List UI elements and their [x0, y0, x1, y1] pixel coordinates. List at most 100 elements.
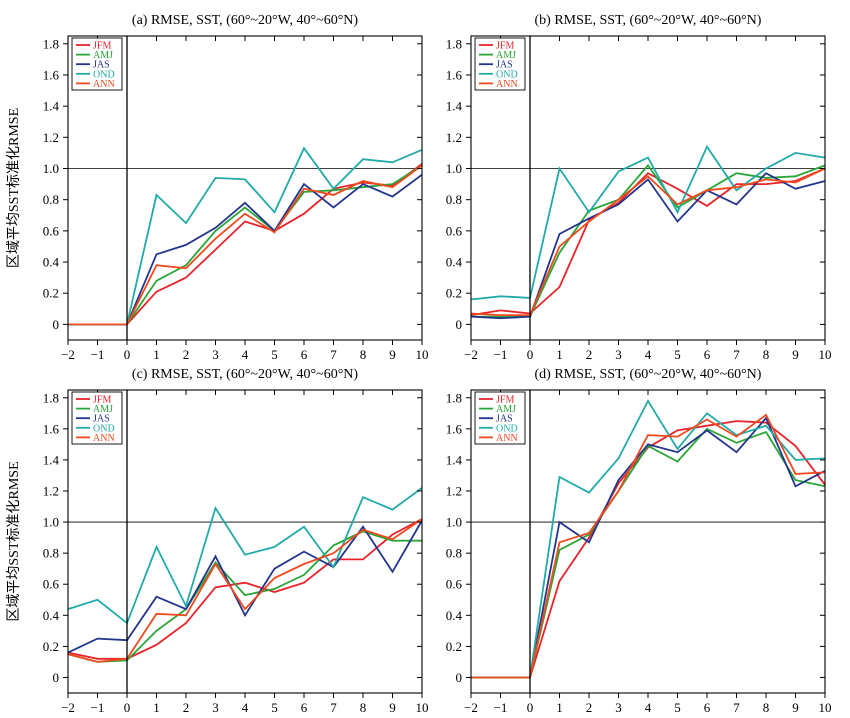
- x-tick-label: 2: [183, 347, 190, 362]
- x-tick-label: 0: [527, 700, 534, 715]
- chart-title: (c) RMSE, SST, (60°~20°W, 40°~60°N): [132, 367, 358, 382]
- y-tick-label: 0: [53, 317, 60, 332]
- y-tick-label: 1.2: [43, 484, 59, 499]
- x-tick-label: 3: [212, 347, 219, 362]
- series-line-AMJ: [67, 530, 422, 663]
- legend-label-ANN: ANN: [496, 433, 518, 444]
- x-tick-label: 0: [124, 347, 131, 362]
- legend-label-JAS: JAS: [496, 414, 513, 425]
- series-line-ANN: [68, 164, 423, 326]
- y-tick-label: 0.8: [43, 546, 59, 561]
- y-tick-label: 0.2: [446, 286, 462, 301]
- series-line-JFM: [67, 518, 423, 660]
- y-tick-label: 0: [53, 670, 60, 685]
- x-tick-label: 6: [301, 700, 308, 715]
- y-tick-label: 0.6: [446, 577, 463, 592]
- legend-label-JFM: JFM: [496, 395, 514, 406]
- legend-label-JFM: JFM: [93, 395, 111, 406]
- y-tick-label: 1.6: [446, 421, 463, 436]
- y-axis-label: 区域平均SST标准化RMSE: [6, 461, 22, 621]
- x-tick-label: 9: [389, 347, 396, 362]
- y-tick-label: 0: [456, 670, 463, 685]
- legend-label-AMJ: AMJ: [496, 50, 516, 61]
- y-tick-label: 0.2: [43, 639, 59, 654]
- y-tick-label: 1.6: [446, 67, 463, 82]
- legend-label-JAS: JAS: [496, 60, 513, 71]
- series-line-AMJ: [68, 164, 423, 326]
- x-tick-label: 5: [271, 700, 278, 715]
- x-tick-label: 5: [271, 347, 278, 362]
- y-tick-label: 1.4: [43, 99, 60, 114]
- series-line-JFM: [470, 167, 826, 316]
- chart-title: (d) RMSE, SST, (60°~20°W, 40°~60°N): [535, 367, 762, 382]
- x-tick-label: 3: [615, 700, 622, 715]
- legend-label-JFM: JFM: [496, 41, 514, 52]
- y-tick-label: 1.0: [446, 161, 462, 176]
- legend-label-OND: OND: [496, 423, 518, 434]
- series-line-JAS: [471, 416, 826, 679]
- x-tick-label: 6: [704, 700, 711, 715]
- legend-label-JFM: JFM: [93, 41, 111, 52]
- x-tick-label: 10: [819, 700, 832, 715]
- legend-box: [71, 391, 123, 445]
- x-tick-label: −2: [61, 347, 75, 362]
- y-tick-label: 1.2: [446, 484, 462, 499]
- y-tick-label: 1.8: [43, 390, 59, 405]
- y-tick-label: 0.4: [446, 255, 463, 270]
- series-line-JAS: [68, 173, 423, 326]
- x-tick-label: 2: [586, 700, 593, 715]
- y-tick-label: 1.4: [43, 452, 60, 467]
- x-tick-label: 0: [124, 700, 131, 715]
- y-tick-label: 1.0: [446, 515, 462, 530]
- y-tick-label: 0: [456, 317, 463, 332]
- x-tick-label: 0: [527, 347, 534, 362]
- y-tick-label: 1.0: [43, 515, 59, 530]
- legend-label-OND: OND: [93, 69, 115, 80]
- y-tick-label: 1.2: [43, 130, 59, 145]
- x-tick-label: 7: [733, 347, 740, 362]
- x-tick-label: 4: [645, 347, 652, 362]
- x-tick-label: 8: [360, 347, 367, 362]
- y-tick-label: 1.8: [446, 36, 462, 51]
- x-tick-label: 8: [763, 700, 770, 715]
- x-tick-label: 9: [792, 700, 799, 715]
- x-tick-label: −1: [91, 347, 105, 362]
- y-tick-label: 0.8: [446, 192, 462, 207]
- x-tick-label: 2: [586, 347, 593, 362]
- x-tick-label: 1: [153, 347, 160, 362]
- x-tick-label: 4: [242, 347, 249, 362]
- y-tick-label: 0.8: [43, 192, 59, 207]
- series-line-JAS: [67, 520, 423, 654]
- x-tick-label: −1: [91, 700, 105, 715]
- x-tick-label: −1: [494, 700, 508, 715]
- x-tick-label: 1: [556, 347, 563, 362]
- y-tick-label: 0.6: [43, 223, 60, 238]
- chart-panel-1: (b) RMSE, SST, (60°~20°W, 40°~60°N) −2 −1 0…: [446, 13, 832, 362]
- y-tick-label: 1.0: [43, 161, 59, 176]
- y-tick-label: 0.4: [446, 608, 463, 623]
- x-tick-label: 8: [763, 347, 770, 362]
- series-line-AMJ: [471, 163, 826, 318]
- y-axis-label: 区域平均SST标准化RMSE: [6, 108, 22, 268]
- x-tick-label: 5: [674, 347, 681, 362]
- y-tick-label: 0.8: [446, 546, 462, 561]
- chart-title: (a) RMSE, SST, (60°~20°W, 40°~60°N): [132, 13, 358, 28]
- series-line-OND: [470, 144, 826, 301]
- x-tick-label: 10: [819, 347, 832, 362]
- chart-panel-2: (c) RMSE, SST, (60°~20°W, 40°~60°N) 区域平均S…: [6, 367, 429, 715]
- x-tick-label: 4: [645, 700, 652, 715]
- legend-label-JAS: JAS: [93, 60, 110, 71]
- y-tick-label: 1.8: [446, 390, 462, 405]
- x-tick-label: 1: [153, 700, 160, 715]
- series-line-ANN: [470, 167, 826, 317]
- x-tick-label: 7: [330, 700, 337, 715]
- y-tick-label: 1.2: [446, 130, 462, 145]
- y-tick-label: 0.4: [43, 608, 60, 623]
- x-tick-label: 6: [704, 347, 711, 362]
- x-tick-label: 3: [212, 700, 219, 715]
- series-line-AMJ: [471, 427, 826, 679]
- y-tick-label: 1.4: [446, 452, 463, 467]
- x-tick-label: 7: [330, 347, 337, 362]
- x-tick-label: 10: [416, 700, 429, 715]
- y-tick-label: 0.2: [43, 286, 59, 301]
